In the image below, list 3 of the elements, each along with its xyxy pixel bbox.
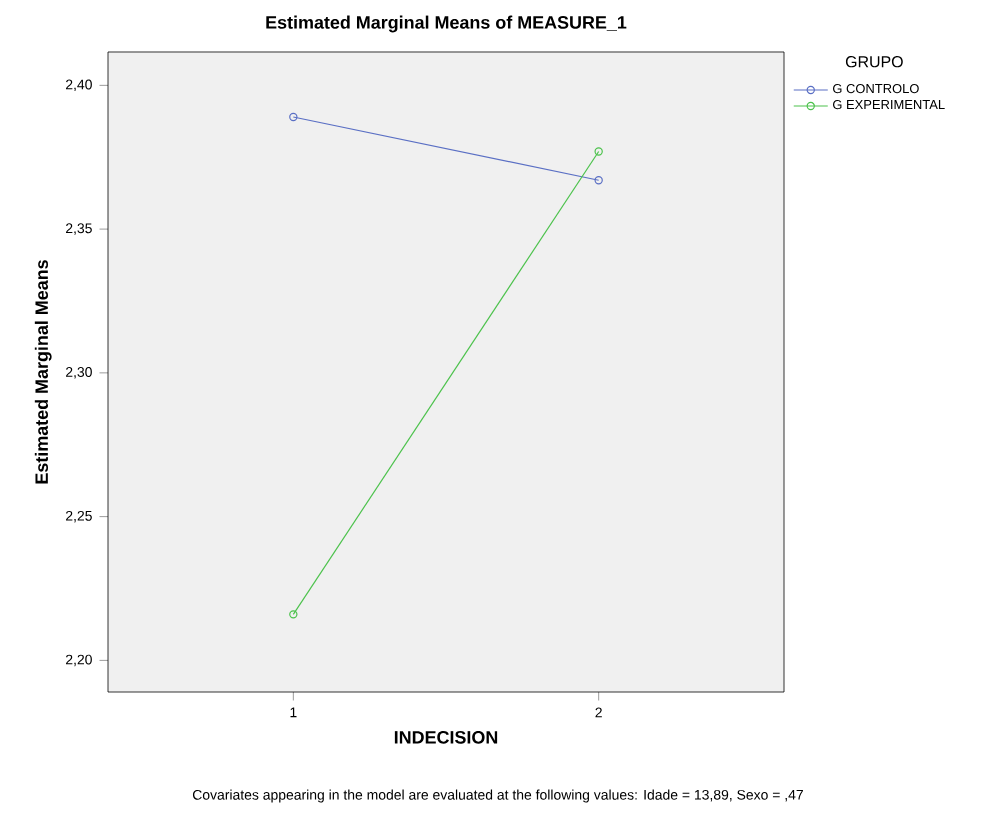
chart-title: Estimated Marginal Means of MEASURE_1 xyxy=(266,15,627,33)
x-axis-title: INDECISION xyxy=(394,730,498,744)
y-axis-title: Estimated Marginal Means xyxy=(34,260,52,484)
